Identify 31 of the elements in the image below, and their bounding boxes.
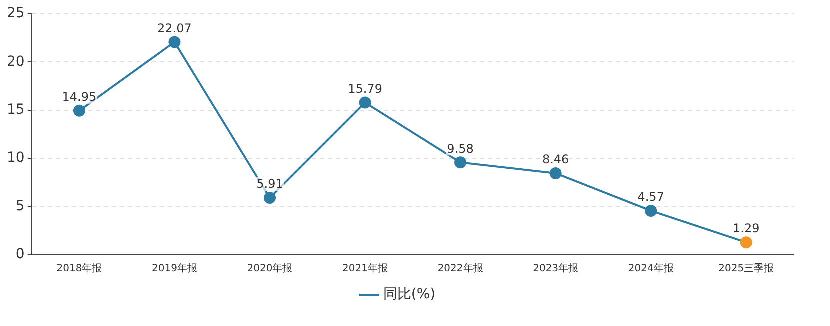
y-tick-label: 5 [16,198,25,214]
point [454,156,467,169]
data-label: 15.79 [348,82,382,96]
x-tick-label: 2024年报 [628,262,674,275]
data-label: 5.91 [256,177,284,192]
y-tick-label: 15 [6,102,25,118]
point [264,192,276,204]
x-tick-label: 2025三季报 [718,262,774,275]
point [168,36,181,48]
x-tick-label: 2022年报 [438,262,484,275]
y-tick-label: 10 [6,150,25,166]
data-label: 22.07 [158,21,192,36]
x-tick-label: 2020年报 [247,262,293,275]
x-tick-label: 2019年报 [152,262,198,275]
y-tick-label: 25 [6,6,25,22]
point [740,236,752,249]
point [359,96,372,109]
point [550,167,562,180]
data-label: 8.46 [542,152,570,167]
point [73,104,86,117]
data-label: 1.29 [733,222,760,236]
y-tick-label: 0 [16,246,25,263]
legend-label: 同比(%) [383,286,436,303]
point [645,204,658,217]
y-tick-label: 20 [6,54,25,70]
data-label: 9.58 [447,142,474,156]
data-label: 4.57 [638,190,664,204]
x-tick-label: 2023年报 [533,262,579,275]
data-label: 14.95 [62,90,97,104]
x-tick-label: 2018年报 [56,262,102,275]
x-tick-label: 2021年报 [342,262,388,275]
